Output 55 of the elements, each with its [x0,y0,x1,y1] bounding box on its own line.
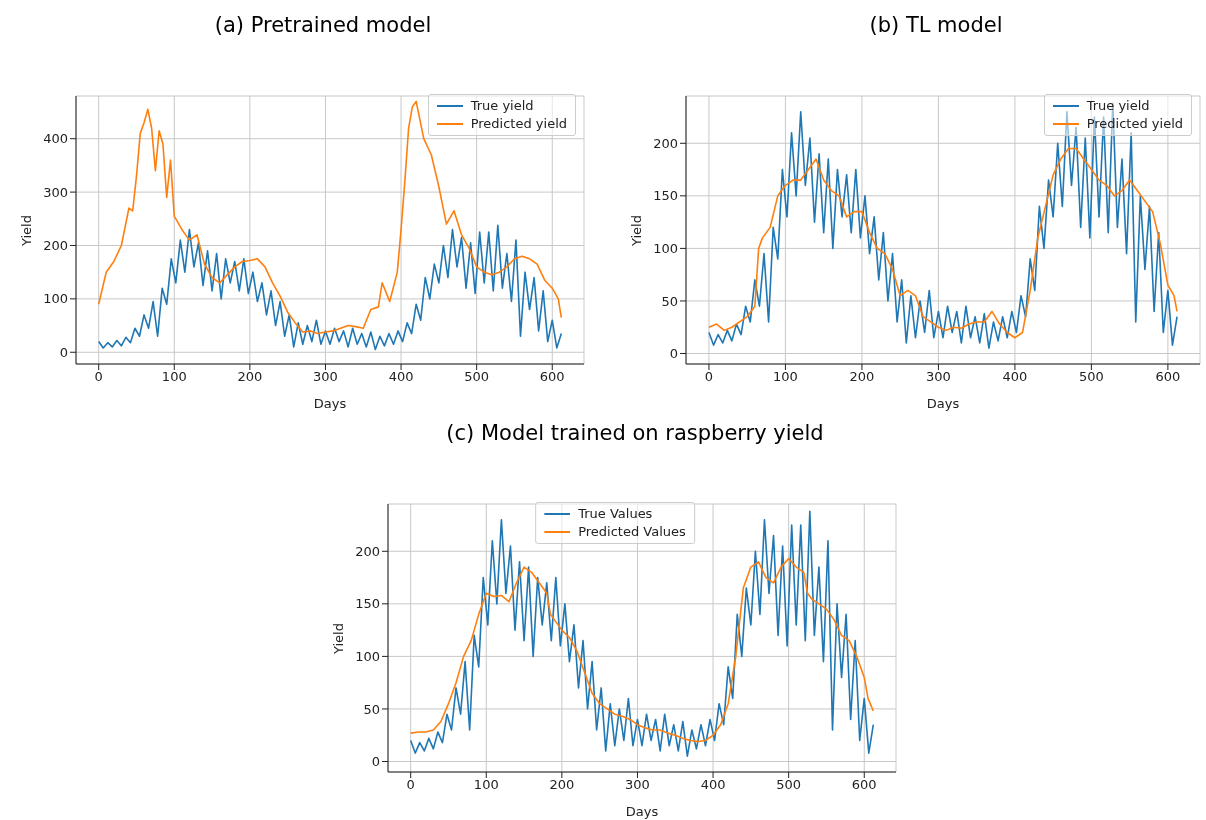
y-axis-title: Yield [18,215,34,247]
x-tick-label: 200 [849,369,875,385]
x-tick-label: 100 [473,777,499,793]
legend-label: Predicted yield [1086,115,1183,133]
y-axis-title: Yield [628,215,644,247]
y-tick-label: 100 [43,291,68,307]
x-axis-title: Days [926,396,960,411]
x-tick-label: 600 [1155,369,1181,385]
y-tick-label: 200 [43,238,68,254]
x-tick-label: 300 [625,777,650,793]
x-tick-label: 500 [776,777,802,793]
line-series [97,224,563,351]
x-tick-label: 200 [549,777,575,793]
y-tick-label: 200 [355,543,380,559]
x-tick-label: 0 [406,777,415,793]
x-tick-label: 100 [161,369,187,385]
legend-label: True Values [578,505,653,523]
y-tick-label: 400 [43,131,68,147]
x-tick-label: 500 [1078,369,1104,385]
x-tick-label: 600 [851,777,877,793]
x-tick-label: 0 [94,369,103,385]
y-tick-label: 200 [653,135,678,151]
legend-label: True yield [1086,97,1150,115]
y-tick-label: 0 [371,754,380,770]
y-tick-label: 150 [355,596,380,612]
legend-label: True yield [470,97,534,115]
y-tick-label: 100 [653,241,678,257]
x-tick-label: 400 [1002,369,1028,385]
y-tick-label: 50 [363,701,380,717]
y-tick-label: 100 [355,649,380,665]
y-tick-label: 0 [669,346,678,362]
line-series [409,510,875,758]
y-axis-title: Yield [330,623,346,655]
y-tick-label: 150 [653,188,678,204]
x-tick-label: 0 [704,369,714,385]
legend-label: Predicted Values [578,523,686,541]
x-tick-label: 200 [237,369,263,385]
line-series [409,557,875,743]
y-tick-label: 50 [661,293,678,309]
x-tick-label: 300 [926,369,951,385]
x-tick-label: 100 [773,369,798,385]
x-axis-title: Days [313,396,347,411]
y-tick-label: 300 [43,184,68,200]
y-tick-label: 0 [59,344,68,360]
x-tick-label: 400 [700,777,726,793]
x-tick-label: 600 [539,369,565,385]
chart-title: (a) Pretrained model [213,12,433,39]
x-tick-label: 300 [313,369,338,385]
chart-title: (c) Model trained on raspberry yield [445,420,825,447]
legend-label: Predicted yield [470,115,567,133]
x-tick-label: 400 [388,369,414,385]
x-tick-label: 500 [464,369,490,385]
line-series [708,147,1178,339]
chart-title: (b) TL model [868,12,1004,39]
x-axis-title: Days [625,804,659,819]
